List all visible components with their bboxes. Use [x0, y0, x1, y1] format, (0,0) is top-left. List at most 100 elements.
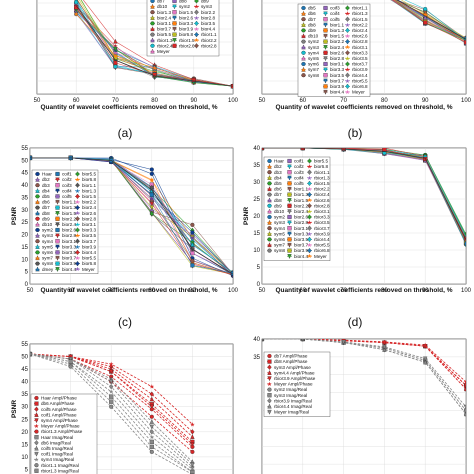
legend-label: rbior5.5: [352, 78, 368, 83]
legend-label: bior3.5: [62, 250, 76, 255]
series-point: [190, 434, 195, 439]
legend-label: db9: [308, 28, 316, 33]
y-tick-label: 55: [21, 146, 28, 152]
legend-box: [297, 3, 371, 97]
x-tick-label: 80: [381, 98, 388, 104]
legend-marker: [34, 395, 39, 401]
series-point: [74, 5, 79, 10]
panel-caption: (b): [348, 126, 363, 140]
y-tick-label: 40: [21, 183, 28, 189]
series-point: [149, 449, 154, 454]
plot-group-0: ★★★★★★★★★★★★★★★★★★★★: [37, 0, 233, 94]
x-tick-label: 100: [461, 288, 472, 294]
legend-marker: ★: [75, 244, 80, 251]
y-tick-label: 0: [25, 282, 29, 288]
legend-marker: [323, 39, 328, 44]
legend-label: rbior3.3: [314, 215, 330, 220]
series-line: [393, 0, 466, 44]
legend-label: Meyer Imag/Real: [274, 410, 309, 415]
series-line: [395, 0, 466, 41]
legend-label: coif5: [294, 181, 304, 186]
legend-marker: [287, 192, 292, 197]
y-tick-label: 50: [21, 158, 28, 164]
y-tick-label: 10: [21, 455, 28, 461]
legend-label: rbior2.4: [314, 192, 330, 197]
legend-label: rbior2.6: [179, 43, 195, 48]
series-point: ★: [149, 434, 154, 441]
legend-label: sym7: [274, 243, 285, 248]
legend-marker: [150, 21, 155, 26]
legend-label: rbior3.9: [352, 67, 368, 72]
y-tick-label: 25: [253, 197, 260, 203]
series-point: [423, 359, 428, 365]
legend-marker: [267, 393, 272, 398]
legend-marker: [172, 0, 177, 4]
legend-label: db6: [274, 187, 282, 192]
legend-marker: [267, 387, 272, 392]
x-tick-label: 90: [190, 98, 197, 104]
legend-marker: [267, 370, 272, 375]
legend-marker: [323, 33, 328, 39]
series-point: ★: [152, 65, 157, 72]
legend-label: db7: [274, 192, 282, 197]
legend-marker: [35, 227, 40, 233]
legend-1: ★ ★ ★ ★ ★ ★ ★ ★: [297, 3, 371, 97]
series-point: [149, 444, 154, 449]
legend-label: db8: [179, 0, 187, 4]
legend-marker: [35, 261, 40, 266]
legend-label: bior3.9: [330, 84, 344, 89]
legend-marker: [194, 0, 199, 4]
series-line: [262, 148, 466, 238]
legend-label: sym4: [42, 239, 53, 244]
legend-marker: ★: [75, 266, 80, 273]
x-tick-label: 70: [112, 98, 119, 104]
legend-marker: ★: [194, 15, 199, 22]
legend-marker: [150, 37, 155, 43]
legend-label: db8: [42, 211, 50, 216]
legend-marker: [301, 10, 306, 16]
y-tick-label: 20: [21, 233, 28, 239]
series-point: [149, 205, 154, 211]
legend-label: bior3.7: [157, 27, 171, 32]
legend-label: Meyer: [352, 90, 365, 95]
legend-label: Meyer Ampl/Phase: [41, 424, 80, 429]
plot-group-3: ★★★★★★★★★★★★★★★★★★★★★★★★: [262, 148, 466, 284]
series-point: ★: [149, 384, 154, 391]
legend-label: db6 Ampl/Phase: [41, 401, 75, 406]
series-line: [391, 0, 466, 39]
series-point: [262, 339, 264, 342]
legend-marker: [307, 169, 312, 175]
legend-box: [263, 156, 331, 262]
legend-label: rbior6.8: [314, 248, 330, 253]
legend-label: sym4 Ampl/Phase: [41, 418, 78, 423]
legend-marker: [287, 158, 292, 164]
legend-marker: ★: [345, 89, 350, 96]
legend-marker: [345, 27, 350, 34]
series-point: [423, 20, 428, 25]
legend-marker: [301, 39, 306, 44]
legend-label: rbior1.1: [314, 170, 330, 175]
y-tick-label: 30: [253, 180, 260, 186]
legend-marker: [35, 176, 40, 182]
legend-marker: [172, 10, 177, 15]
legend-marker: ★: [345, 22, 350, 29]
legend-label: bior3.5: [330, 73, 344, 78]
y-tick-label: 35: [253, 355, 260, 361]
series-line: [404, 0, 466, 42]
legend-marker: [35, 199, 40, 205]
x-axis-label: Quantity of wavelet coefficients removed…: [41, 104, 218, 111]
legend-label: bior2.2: [62, 216, 76, 221]
legend-marker: [34, 463, 39, 468]
series-point: [152, 72, 157, 77]
legend-label: db8 Ampl/Phase: [274, 359, 308, 364]
legend-label: bior3.9: [82, 244, 96, 249]
legend-label: coif5 Imag/Real: [41, 446, 73, 451]
legend-marker: [35, 255, 40, 261]
legend-label: rbior3.9 Imag/Real: [274, 398, 312, 403]
legend-marker: [172, 21, 177, 26]
legend-label: rbior3.5: [352, 56, 368, 61]
legend-label: bior3.9: [179, 27, 193, 32]
legend-marker: [267, 175, 272, 180]
legend-label: rbior1.5: [352, 17, 368, 22]
legend-label: bior6.8: [314, 164, 328, 169]
